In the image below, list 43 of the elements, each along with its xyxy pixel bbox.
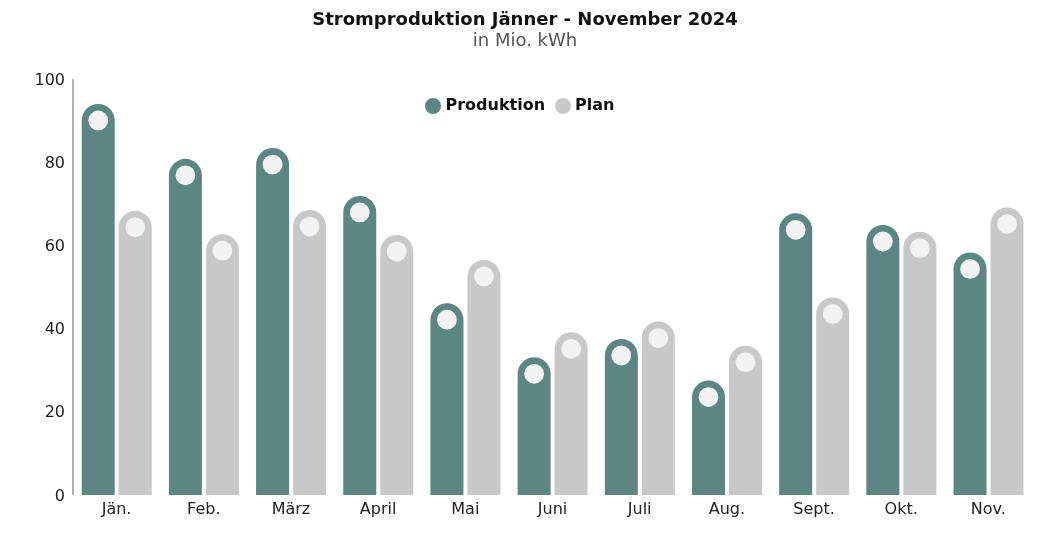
x-tick-label: März — [271, 499, 311, 519]
x-tick-label: Juli — [626, 499, 652, 519]
x-tick-label: Okt. — [884, 499, 918, 519]
bar — [118, 210, 152, 495]
chart-subtitle: in Mio. kWh — [471, 29, 579, 50]
x-tick-label: April — [359, 499, 397, 519]
bar — [816, 297, 850, 495]
x-tick-label: Sept. — [793, 499, 835, 519]
x-tick-label: Mai — [451, 499, 480, 519]
legend-label: Produktion — [445, 95, 546, 114]
bar — [990, 207, 1024, 495]
bar — [903, 231, 937, 495]
bar — [779, 213, 813, 495]
x-tick-label: Juni — [536, 499, 568, 519]
bar — [81, 103, 115, 495]
bar — [517, 357, 551, 495]
x-tick-label: Aug. — [708, 499, 746, 519]
bar — [467, 259, 501, 495]
bar — [256, 148, 290, 495]
chart-title: Stromproduktion Jänner - November 2024 — [311, 8, 739, 29]
bar — [953, 252, 987, 495]
y-tick-label: 40 — [44, 319, 65, 339]
y-tick-label: 60 — [44, 236, 65, 256]
bar — [728, 345, 762, 495]
bar — [604, 339, 638, 495]
x-tick-label: Jän. — [100, 499, 132, 519]
y-tick-label: 80 — [44, 152, 65, 172]
bar — [168, 158, 202, 495]
bar — [205, 234, 239, 495]
bar — [691, 380, 725, 495]
bar — [293, 210, 327, 495]
bar — [430, 303, 464, 495]
y-tick-label: 0 — [54, 485, 65, 505]
bar — [343, 195, 377, 495]
bar — [641, 321, 675, 495]
bar — [554, 332, 588, 495]
bar — [866, 225, 900, 495]
y-tick-label: 20 — [44, 402, 65, 422]
x-tick-label: Feb. — [187, 499, 221, 519]
legend-label: Plan — [575, 95, 615, 114]
x-tick-label: Nov. — [970, 499, 1006, 519]
y-tick-label: 100 — [34, 69, 65, 89]
bar — [380, 235, 414, 495]
